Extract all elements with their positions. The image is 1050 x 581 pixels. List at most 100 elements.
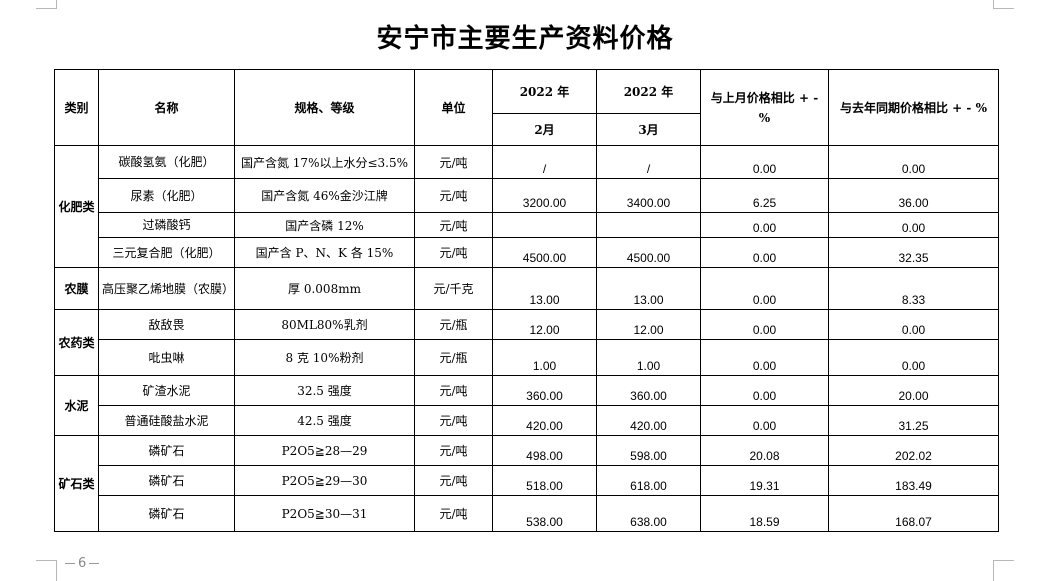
document-title: 安宁市主要生产资料价格 bbox=[376, 24, 674, 54]
price-mar: 12.00 bbox=[596, 309, 701, 340]
change-yoy: 168.07 bbox=[828, 495, 999, 532]
change-mom: 0.00 bbox=[700, 145, 829, 179]
item-unit: 元/吨 bbox=[414, 237, 493, 268]
change-yoy: 0.00 bbox=[828, 212, 999, 238]
change-yoy: 31.25 bbox=[828, 405, 999, 436]
item-name: 高压聚乙烯地膜（农膜） bbox=[98, 267, 235, 310]
price-feb: / bbox=[492, 145, 597, 179]
table-row: 农膜 高压聚乙烯地膜（农膜） 厚 0.008mm 元/千克 13.00 13.0… bbox=[54, 267, 999, 310]
item-spec: 42.5 强度 bbox=[234, 405, 415, 436]
item-name: 磷矿石 bbox=[98, 495, 235, 532]
price-feb: 498.00 bbox=[492, 435, 597, 466]
category-cement: 水泥 bbox=[54, 375, 99, 436]
price-mar: 420.00 bbox=[596, 405, 701, 436]
header-row: 类别 名称 规格、等级 单位 2022 年 2022 年 与上月价格相比 + -… bbox=[54, 69, 999, 146]
change-mom: 0.00 bbox=[700, 237, 829, 268]
price-mar: 1.00 bbox=[596, 339, 701, 376]
item-unit: 元/瓶 bbox=[414, 339, 493, 376]
header-row-months: 2月 3月 bbox=[55, 113, 999, 146]
change-yoy: 36.00 bbox=[828, 178, 999, 213]
item-name: 尿素（化肥） bbox=[98, 178, 235, 213]
header-mom: 与上月价格相比 + - % bbox=[700, 69, 829, 146]
item-unit: 元/千克 bbox=[414, 267, 493, 310]
header-year-feb: 2022 年 bbox=[492, 69, 597, 114]
item-spec: 国产含氮 17%以上水分≤3.5% bbox=[234, 145, 415, 179]
header-year-mar: 2022 年 bbox=[596, 69, 701, 114]
table-row: 磷矿石 P2O5≧30—31 元/吨 538.00 638.00 18.59 1… bbox=[55, 495, 999, 532]
header-month-mar: 3月 bbox=[596, 113, 701, 146]
item-spec: P2O5≧30—31 bbox=[234, 495, 415, 532]
price-mar: 13.00 bbox=[596, 267, 701, 310]
price-mar: 360.00 bbox=[596, 375, 701, 406]
item-spec: 国产含氮 46%金沙江牌 bbox=[234, 178, 415, 213]
price-feb bbox=[492, 212, 597, 238]
change-yoy: 183.49 bbox=[828, 465, 999, 496]
change-yoy: 0.00 bbox=[828, 309, 999, 340]
item-name: 敌敌畏 bbox=[98, 309, 235, 340]
price-feb: 420.00 bbox=[492, 405, 597, 436]
category-fertilizer: 化肥类 bbox=[54, 145, 99, 268]
change-yoy: 0.00 bbox=[828, 339, 999, 376]
price-feb: 538.00 bbox=[492, 495, 597, 532]
page-number: 6 bbox=[62, 556, 102, 571]
change-mom: 0.00 bbox=[700, 212, 829, 238]
item-unit: 元/吨 bbox=[414, 435, 493, 466]
change-yoy: 32.35 bbox=[828, 237, 999, 268]
header-spec: 规格、等级 bbox=[234, 69, 415, 146]
price-mar: 638.00 bbox=[596, 495, 701, 532]
price-mar: / bbox=[596, 145, 701, 179]
item-spec: P2O5≧29—30 bbox=[234, 465, 415, 496]
header-category: 类别 bbox=[54, 69, 99, 146]
item-unit: 元/吨 bbox=[414, 145, 493, 179]
header-name: 名称 bbox=[98, 69, 235, 146]
table-row: 农药类 敌敌畏 80ML80%乳剂 元/瓶 12.00 12.00 0.00 0… bbox=[54, 309, 999, 376]
table-row: 化肥类 碳酸氢氨（化肥） 国产含氮 17%以上水分≤3.5% 元/吨 / / 0… bbox=[54, 145, 999, 268]
item-spec: 8 克 10%粉剂 bbox=[234, 339, 415, 376]
table-row: 普通硅酸盐水泥 42.5 强度 元/吨 420.00 420.00 0.00 3… bbox=[55, 405, 999, 436]
price-feb: 4500.00 bbox=[492, 237, 597, 268]
item-name: 普通硅酸盐水泥 bbox=[98, 405, 235, 436]
header-month-feb: 2月 bbox=[492, 113, 597, 146]
item-name: 吡虫啉 bbox=[98, 339, 235, 376]
change-mom: 0.00 bbox=[700, 267, 829, 310]
table-row: 磷矿石 P2O5≧29—30 元/吨 518.00 618.00 19.31 1… bbox=[55, 465, 999, 496]
change-mom: 18.59 bbox=[700, 495, 829, 532]
change-mom: 0.00 bbox=[700, 405, 829, 436]
change-mom: 6.25 bbox=[700, 178, 829, 213]
table-row: 吡虫啉 8 克 10%粉剂 元/瓶 1.00 1.00 0.00 0.00 bbox=[55, 339, 999, 376]
item-spec: 80ML80%乳剂 bbox=[234, 309, 415, 340]
table-row: 尿素（化肥） 国产含氮 46%金沙江牌 元/吨 3200.00 3400.00 … bbox=[55, 178, 999, 213]
crop-mark-top-left bbox=[36, 0, 57, 9]
item-spec: 国产含 P、N、K 各 15% bbox=[234, 237, 415, 268]
price-feb: 13.00 bbox=[492, 267, 597, 310]
price-mar: 598.00 bbox=[596, 435, 701, 466]
crop-mark-top-right bbox=[993, 0, 1014, 9]
item-unit: 元/吨 bbox=[414, 495, 493, 532]
price-feb: 518.00 bbox=[492, 465, 597, 496]
item-unit: 元/吨 bbox=[414, 405, 493, 436]
change-mom: 0.00 bbox=[700, 309, 829, 340]
item-spec: P2O5≧28—29 bbox=[234, 435, 415, 466]
price-mar bbox=[596, 212, 701, 238]
crop-mark-bottom-left bbox=[36, 560, 57, 581]
header-unit: 单位 bbox=[414, 69, 493, 146]
crop-mark-bottom-right bbox=[993, 560, 1014, 581]
change-mom: 0.00 bbox=[700, 375, 829, 406]
item-unit: 元/吨 bbox=[414, 178, 493, 213]
price-feb: 3200.00 bbox=[492, 178, 597, 213]
item-spec: 国产含磷 12% bbox=[234, 212, 415, 238]
price-feb: 1.00 bbox=[492, 339, 597, 376]
price-mar: 618.00 bbox=[596, 465, 701, 496]
item-spec: 32.5 强度 bbox=[234, 375, 415, 406]
category-film: 农膜 bbox=[54, 267, 99, 310]
change-mom: 19.31 bbox=[700, 465, 829, 496]
item-name: 磷矿石 bbox=[98, 465, 235, 496]
header-yoy: 与去年同期价格相比 + - % bbox=[828, 69, 999, 146]
item-name: 碳酸氢氨（化肥） bbox=[98, 145, 235, 179]
change-yoy: 8.33 bbox=[828, 267, 999, 310]
price-mar: 4500.00 bbox=[596, 237, 701, 268]
table-row: 水泥 矿渣水泥 32.5 强度 元/吨 360.00 360.00 0.00 2… bbox=[54, 375, 999, 436]
item-unit: 元/吨 bbox=[414, 212, 493, 238]
change-yoy: 0.00 bbox=[828, 145, 999, 179]
table-row: 三元复合肥（化肥） 国产含 P、N、K 各 15% 元/吨 4500.00 45… bbox=[55, 237, 999, 268]
